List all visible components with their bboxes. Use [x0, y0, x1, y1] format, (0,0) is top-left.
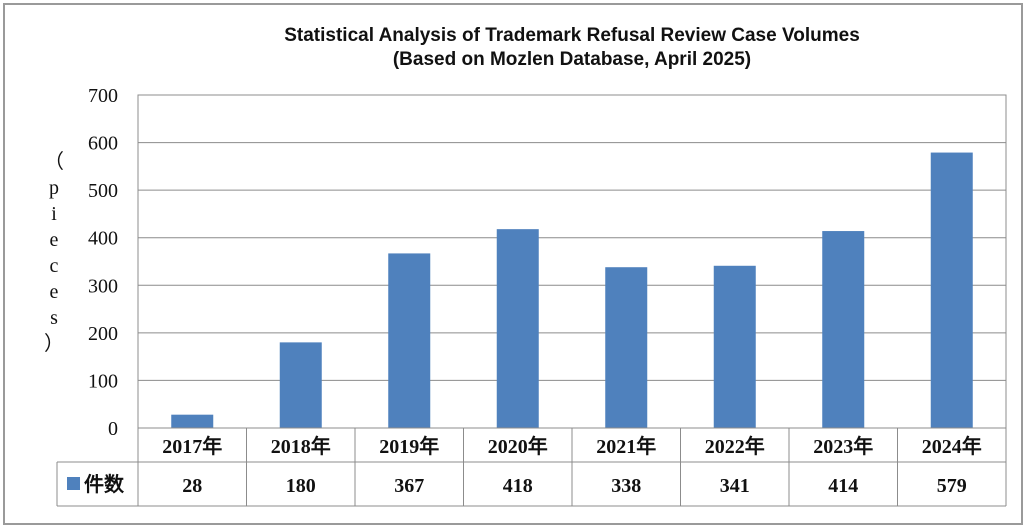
bar [279, 342, 322, 428]
bar [822, 231, 865, 428]
data-table-value: 180 [286, 475, 316, 497]
x-tick-label: 2022年 [705, 434, 765, 458]
x-tick-label: 2017年 [162, 434, 222, 458]
y-tick-label: 400 [88, 228, 118, 250]
x-tick-label: 2019年 [379, 434, 439, 458]
y-axis-label-char: s [50, 307, 58, 329]
chart-subtitle: (Based on Mozlen Database, April 2025) [392, 49, 752, 70]
x-tick-label: 2020年 [488, 434, 548, 458]
y-axis-label-char: e [50, 229, 59, 251]
chart-title-block: Statistical Analysis of Trademark Refusa… [138, 24, 1006, 72]
bar [496, 229, 539, 428]
x-tick-label: 2024年 [922, 434, 982, 458]
data-table-value: 367 [394, 475, 424, 497]
y-tick-label: 600 [88, 133, 118, 155]
y-axis-label-char: ） [44, 332, 64, 355]
bar [930, 152, 973, 428]
legend-label: 件数 [84, 472, 125, 496]
y-axis-label-char: e [50, 281, 59, 303]
data-table-value: 414 [828, 475, 858, 497]
bar [171, 414, 214, 428]
x-tick-label: 2018年 [271, 434, 331, 458]
x-tick-label: 2023年 [813, 434, 873, 458]
y-axis-label-char: （ [44, 150, 64, 173]
data-table-value: 579 [937, 475, 967, 497]
chart-title: Statistical Analysis of Trademark Refusa… [284, 25, 860, 46]
y-tick-label: 0 [108, 418, 118, 440]
bar [388, 253, 431, 428]
y-tick-label: 100 [88, 370, 118, 392]
x-tick-label: 2021年 [596, 434, 656, 458]
y-tick-label: 300 [88, 275, 118, 297]
y-tick-label: 200 [88, 323, 118, 345]
data-table-value: 28 [182, 475, 202, 497]
bar [605, 267, 648, 428]
y-tick-label: 500 [88, 180, 118, 202]
y-axis-label-char: p [49, 177, 59, 199]
data-table-value: 341 [720, 475, 750, 497]
data-table-value: 418 [503, 475, 533, 497]
plot-area [137, 94, 1007, 429]
y-axis-label-char: i [51, 203, 57, 225]
legend-swatch [67, 477, 80, 490]
y-tick-label: 700 [88, 85, 118, 107]
bar [713, 265, 756, 428]
data-table-value: 338 [611, 475, 641, 497]
y-axis-label-char: c [50, 255, 59, 277]
